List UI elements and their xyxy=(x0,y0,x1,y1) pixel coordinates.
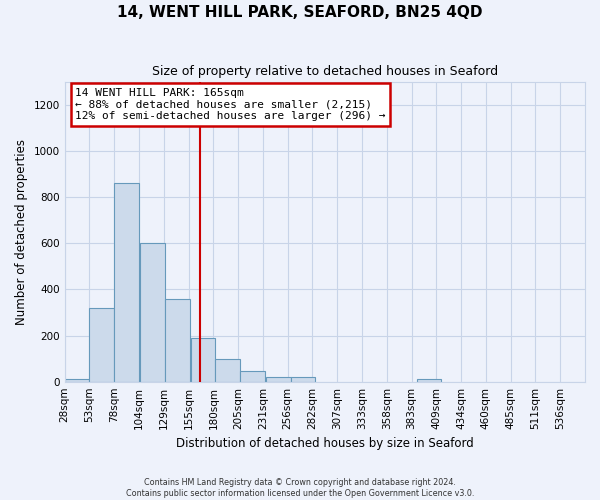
Bar xyxy=(416,380,441,382)
Bar xyxy=(89,308,114,382)
Bar xyxy=(266,377,290,382)
Text: 14, WENT HILL PARK, SEAFORD, BN25 4QD: 14, WENT HILL PARK, SEAFORD, BN25 4QD xyxy=(117,5,483,20)
Bar xyxy=(191,338,215,382)
Bar xyxy=(290,377,316,382)
Text: 14 WENT HILL PARK: 165sqm
← 88% of detached houses are smaller (2,215)
12% of se: 14 WENT HILL PARK: 165sqm ← 88% of detac… xyxy=(75,88,386,121)
Bar xyxy=(165,298,190,382)
Bar xyxy=(114,184,139,382)
Bar xyxy=(240,372,265,382)
Bar xyxy=(140,244,165,382)
Text: Contains HM Land Registry data © Crown copyright and database right 2024.
Contai: Contains HM Land Registry data © Crown c… xyxy=(126,478,474,498)
Bar xyxy=(215,358,240,382)
Title: Size of property relative to detached houses in Seaford: Size of property relative to detached ho… xyxy=(152,65,498,78)
Y-axis label: Number of detached properties: Number of detached properties xyxy=(15,139,28,325)
Bar xyxy=(65,380,89,382)
X-axis label: Distribution of detached houses by size in Seaford: Distribution of detached houses by size … xyxy=(176,437,474,450)
